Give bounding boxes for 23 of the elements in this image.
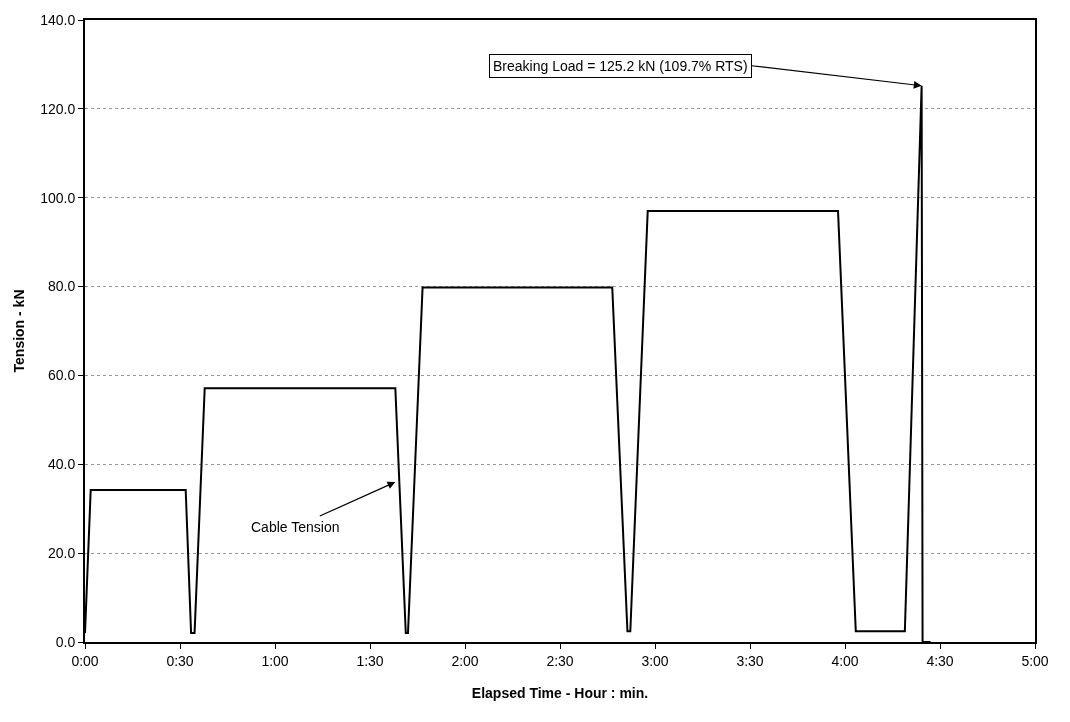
x-axis-title: Elapsed Time - Hour : min. bbox=[471, 684, 649, 701]
x-tick-label: 5:00 bbox=[1021, 652, 1049, 669]
y-tick-label: 20.0 bbox=[47, 545, 76, 562]
y-tick-label: 60.0 bbox=[47, 367, 76, 384]
y-tick-label: 40.0 bbox=[47, 456, 76, 473]
y-axis-title: Tension - kN bbox=[11, 289, 28, 373]
annotation: Breaking Load = 125.2 kN (109.7% RTS) bbox=[493, 58, 748, 74]
x-tick-label: 1:30 bbox=[356, 652, 384, 669]
x-tick-label: 4:30 bbox=[926, 652, 954, 669]
x-tick-label: 2:30 bbox=[546, 652, 574, 669]
x-tick-label: 1:00 bbox=[261, 652, 289, 669]
x-tick-label: 0:00 bbox=[71, 652, 99, 669]
y-tick-label: 120.0 bbox=[40, 100, 76, 117]
x-tick-label: 3:30 bbox=[736, 652, 764, 669]
x-tick-label: 2:00 bbox=[451, 652, 479, 669]
x-tick-label: 4:00 bbox=[831, 652, 859, 669]
y-tick-label: 80.0 bbox=[47, 278, 76, 295]
y-tick-label: 0.0 bbox=[55, 633, 76, 650]
y-tick-label: 100.0 bbox=[40, 189, 76, 206]
x-tick-label: 3:00 bbox=[641, 652, 669, 669]
x-tick-label: 0:30 bbox=[166, 652, 194, 669]
annotation: Cable Tension bbox=[251, 519, 340, 535]
y-tick-label: 140.0 bbox=[40, 11, 76, 28]
